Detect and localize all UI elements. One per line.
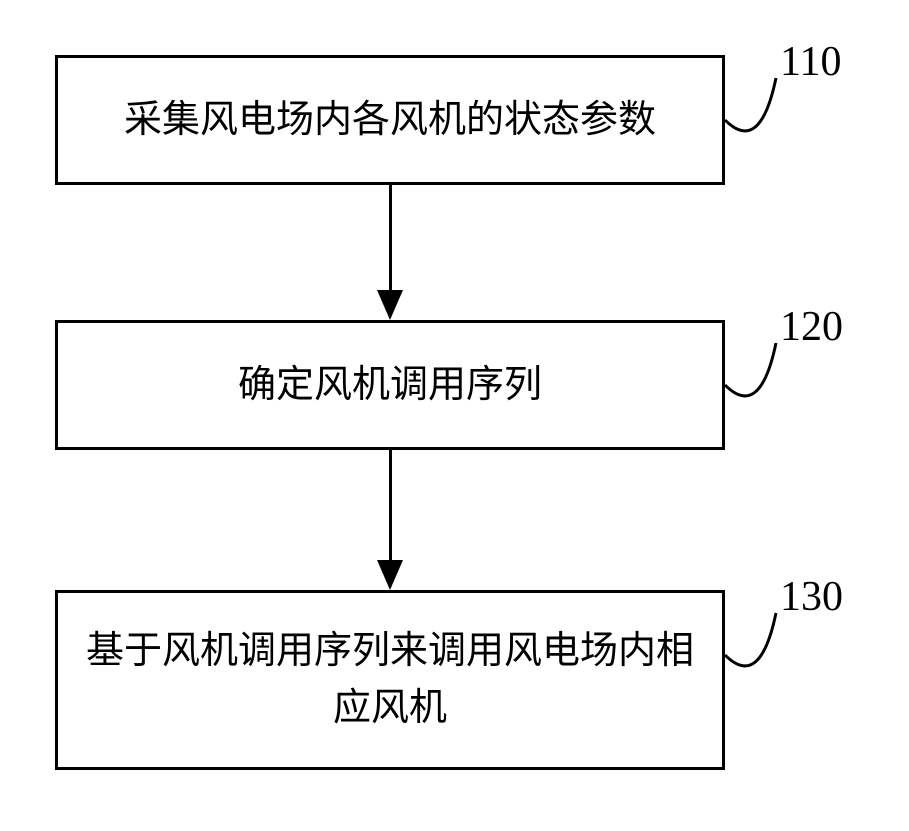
step-text-120: 确定风机调用序列 bbox=[238, 357, 542, 414]
arrow-line-2 bbox=[389, 450, 392, 560]
label-text-120: 120 bbox=[780, 304, 843, 350]
step-box-120: 确定风机调用序列 bbox=[55, 320, 725, 450]
step-label-110: 110 bbox=[780, 38, 841, 86]
label-text-110: 110 bbox=[780, 39, 841, 85]
step-label-130: 130 bbox=[780, 573, 843, 621]
flowchart-canvas: 采集风电场内各风机的状态参数 110 确定风机调用序列 120 基于风机调用序列… bbox=[0, 0, 909, 831]
arrow-head-1 bbox=[377, 290, 403, 320]
step-box-110: 采集风电场内各风机的状态参数 bbox=[55, 55, 725, 185]
step-label-120: 120 bbox=[780, 303, 843, 351]
arrow-line-1 bbox=[389, 185, 392, 290]
arrow-head-2 bbox=[377, 560, 403, 590]
step-text-130: 基于风机调用序列来调用风电场内相应风机 bbox=[78, 623, 702, 737]
step-text-110: 采集风电场内各风机的状态参数 bbox=[124, 92, 656, 149]
label-text-130: 130 bbox=[780, 574, 843, 620]
step-box-130: 基于风机调用序列来调用风电场内相应风机 bbox=[55, 590, 725, 770]
